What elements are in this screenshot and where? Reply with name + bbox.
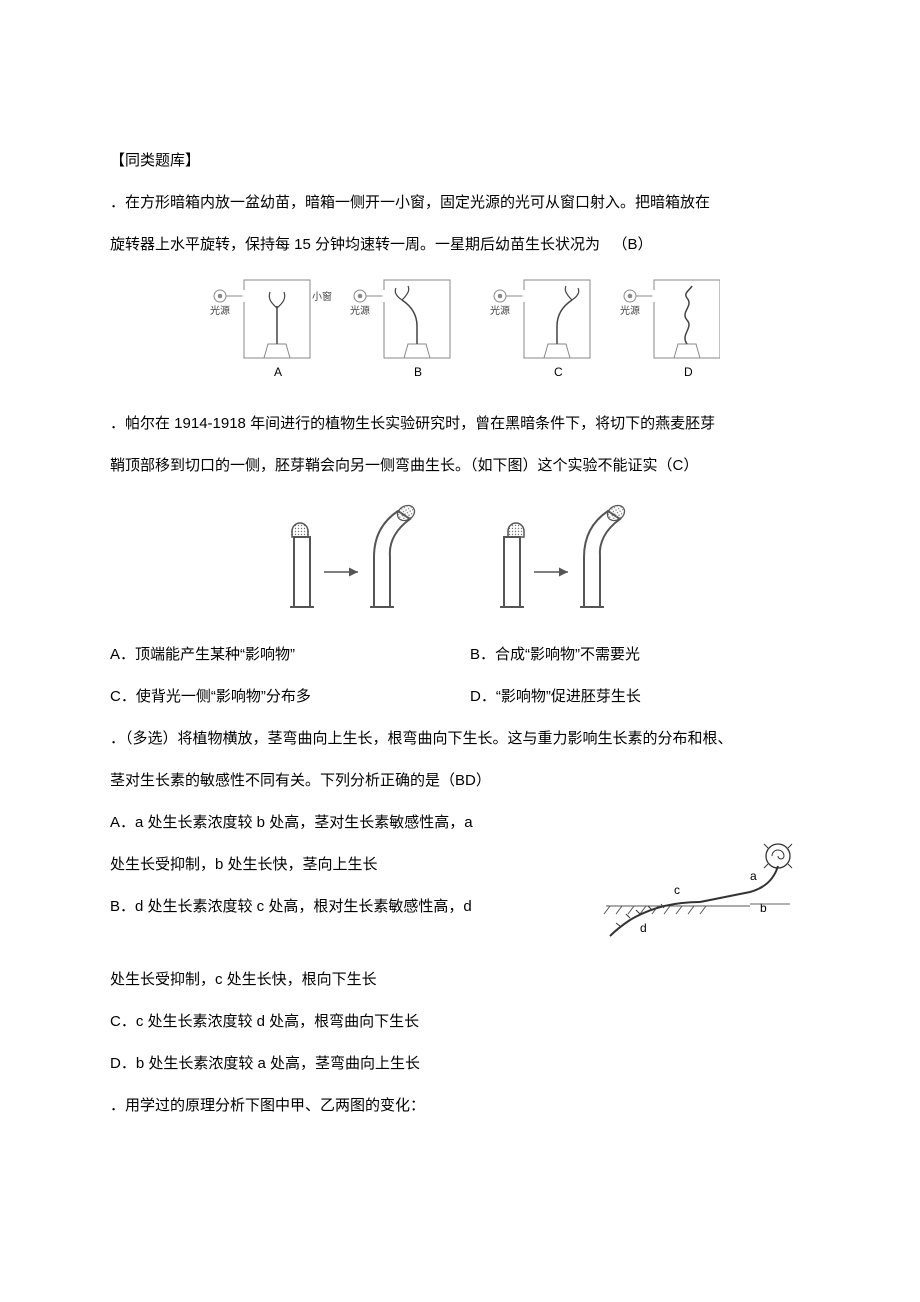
q1-line2: 旋转器上水平旋转，保持每 15 分钟均速转一周。一星期后幼苗生长状况为 （B） bbox=[110, 224, 810, 266]
q1-label-light-c: 光源 bbox=[490, 304, 510, 317]
q1-label-A: A bbox=[274, 365, 282, 379]
q3-optB1: B．d 处生长素浓度较 c 处高，根对生长素敏感性高，d bbox=[110, 886, 580, 928]
q1-label-C: C bbox=[554, 365, 563, 379]
q1-label-light-b: 光源 bbox=[350, 304, 370, 317]
q4-line1: ．用学过的原理分析下图中甲、乙两图的变化： bbox=[110, 1085, 810, 1127]
q2-line2: 鞘顶部移到切口的一侧，胚芽鞘会向另一侧弯曲生长。（如下图）这个实验不能证实（C） bbox=[110, 445, 810, 487]
q1-label-window: 小窗 bbox=[312, 290, 332, 303]
q1-label-light: 光源 bbox=[210, 304, 230, 317]
q3-figure: a b c d bbox=[580, 802, 810, 959]
q3-optA2: 处生长受抑制，b 处生长快，茎向上生长 bbox=[110, 844, 580, 886]
q1-label-light-d: 光源 bbox=[620, 304, 640, 317]
q1-label-D: D bbox=[684, 365, 693, 379]
q2-optD: D．“影响物”促进胚芽生长 bbox=[470, 688, 641, 705]
q3-optD: D．b 处生长素浓度较 a 处高，茎弯曲向上生长 bbox=[110, 1043, 810, 1085]
q3-line2: 茎对生长素的敏感性不同有关。下列分析正确的是（BD） bbox=[110, 760, 810, 802]
q2-figure bbox=[110, 497, 810, 620]
q2-optB: B．合成“影响物”不需要光 bbox=[470, 646, 640, 663]
q2-line1: ．帕尔在 1914-1918 年间进行的植物生长实验研究时，曾在黑暗条件下，将切… bbox=[110, 403, 810, 445]
q3-label-c: c bbox=[674, 883, 680, 897]
q1-figure: 光源 小窗 A 光源 bbox=[110, 276, 810, 389]
q2-optC: C．使背光一侧“影响物”分布多 bbox=[110, 688, 311, 705]
q3-optA1: A．a 处生长素浓度较 b 处高，茎对生长素敏感性高，a bbox=[110, 802, 580, 844]
q3-optB2: 处生长受抑制，c 处生长快，根向下生长 bbox=[110, 959, 810, 1001]
q3-label-d: d bbox=[640, 921, 647, 935]
section-title: 【同类题库】 bbox=[110, 140, 810, 182]
q3-label-b: b bbox=[760, 901, 767, 915]
q1-line1: ．在方形暗箱内放一盆幼苗，暗箱一侧开一小窗，固定光源的光可从窗口射入。把暗箱放在 bbox=[110, 182, 810, 224]
q3-label-a: a bbox=[750, 869, 757, 883]
q2-optA: A．顶端能产生某种“影响物” bbox=[110, 646, 295, 663]
q3-line1: ．（多选）将植物横放，茎弯曲向上生长，根弯曲向下生长。这与重力影响生长素的分布和… bbox=[110, 718, 810, 760]
q1-label-B: B bbox=[414, 365, 422, 379]
q3-optC: C．c 处生长素浓度较 d 处高，根弯曲向下生长 bbox=[110, 1001, 810, 1043]
